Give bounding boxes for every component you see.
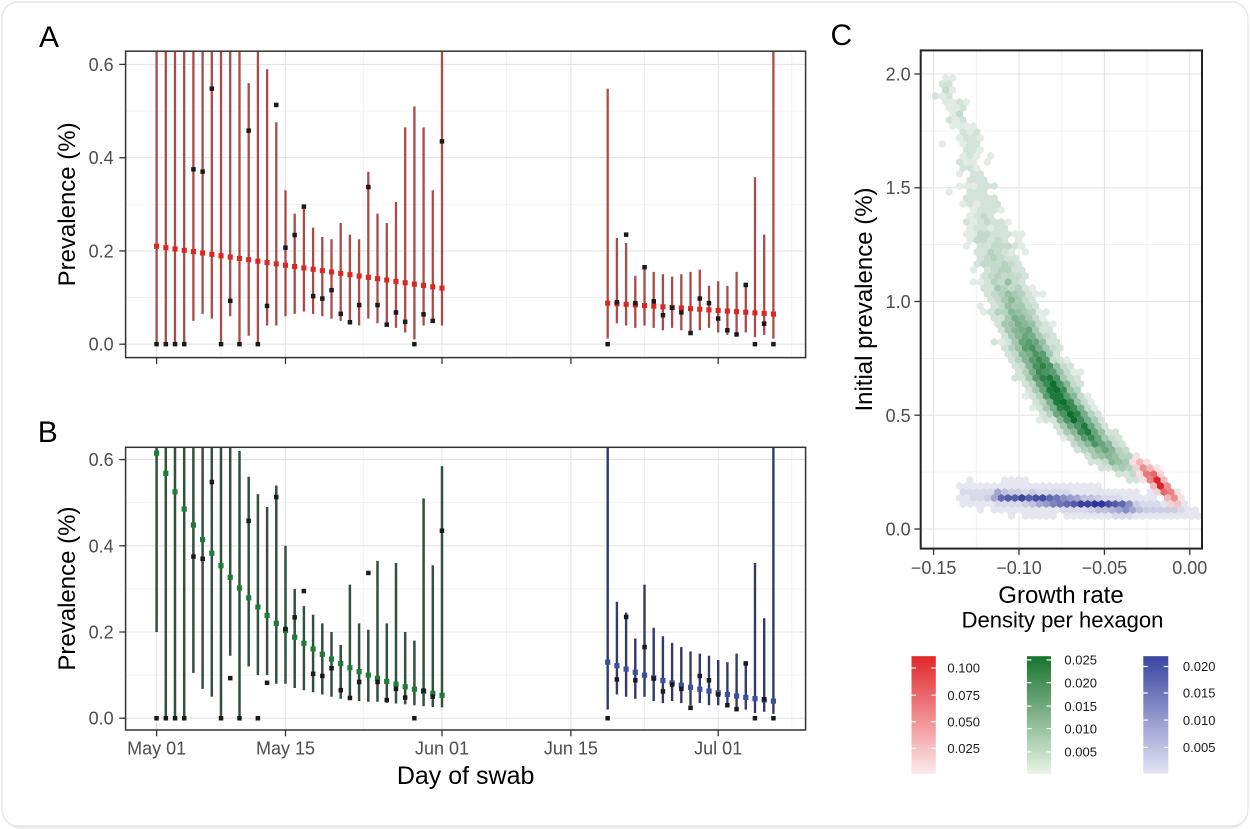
svg-text:0.4: 0.4 — [89, 536, 114, 556]
svg-text:Prevalence (%): Prevalence (%) — [54, 507, 81, 671]
svg-text:0.6: 0.6 — [89, 55, 114, 75]
svg-text:0.075: 0.075 — [947, 688, 980, 703]
svg-text:May 15: May 15 — [256, 739, 315, 759]
svg-text:0.2: 0.2 — [89, 241, 114, 261]
svg-text:1.0: 1.0 — [886, 292, 911, 312]
svg-text:Prevalence (%): Prevalence (%) — [54, 122, 81, 286]
svg-text:0.6: 0.6 — [89, 450, 114, 470]
svg-text:0.025: 0.025 — [1064, 653, 1097, 668]
svg-text:0.010: 0.010 — [1064, 721, 1097, 736]
svg-text:A: A — [39, 21, 59, 54]
svg-text:0.5: 0.5 — [886, 406, 911, 426]
svg-text:0.005: 0.005 — [1064, 745, 1097, 760]
svg-text:Jun 15: Jun 15 — [544, 739, 598, 759]
svg-text:Jul 01: Jul 01 — [694, 739, 742, 759]
svg-text:0.005: 0.005 — [1183, 740, 1216, 755]
svg-text:Jun 01: Jun 01 — [415, 739, 469, 759]
svg-text:0.050: 0.050 — [947, 714, 980, 729]
svg-text:B: B — [38, 416, 58, 449]
svg-text:0.00: 0.00 — [1172, 558, 1207, 578]
svg-text:0.2: 0.2 — [89, 623, 114, 643]
svg-text:0.015: 0.015 — [1183, 686, 1216, 701]
svg-text:0.100: 0.100 — [947, 661, 980, 676]
svg-text:0.010: 0.010 — [1183, 713, 1216, 728]
svg-text:1.5: 1.5 — [886, 178, 911, 198]
svg-text:Day of swab: Day of swab — [397, 762, 535, 790]
svg-text:−0.05: −0.05 — [1082, 558, 1128, 578]
svg-text:2.0: 2.0 — [886, 65, 911, 85]
svg-text:0.0: 0.0 — [89, 335, 114, 355]
svg-text:0.015: 0.015 — [1064, 699, 1097, 714]
svg-text:0.0: 0.0 — [89, 709, 114, 729]
svg-text:−0.15: −0.15 — [911, 558, 957, 578]
svg-text:0.025: 0.025 — [947, 741, 980, 756]
svg-text:0.0: 0.0 — [886, 520, 911, 540]
svg-text:Initial prevalence (%): Initial prevalence (%) — [851, 187, 878, 411]
svg-text:−0.10: −0.10 — [996, 558, 1042, 578]
svg-text:Growth rate: Growth rate — [998, 582, 1123, 609]
svg-text:0.020: 0.020 — [1183, 659, 1216, 674]
svg-text:C: C — [831, 19, 853, 52]
svg-text:0.4: 0.4 — [89, 148, 114, 168]
svg-text:Density per hexagon: Density per hexagon — [962, 608, 1164, 633]
svg-text:May 01: May 01 — [127, 739, 186, 759]
svg-text:0.020: 0.020 — [1064, 675, 1097, 690]
